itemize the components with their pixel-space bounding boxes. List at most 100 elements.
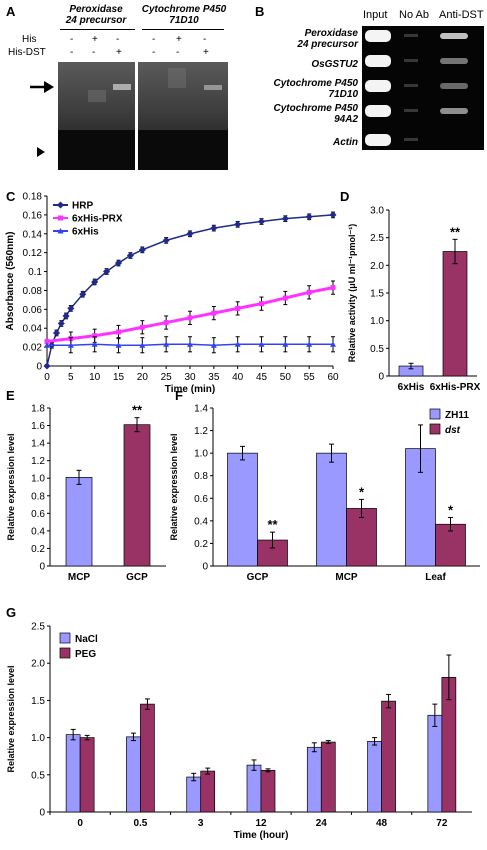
x-tick-label: 25: [161, 372, 173, 383]
no-ab-band: [404, 84, 418, 87]
gene2-label-line2: 71D10: [169, 15, 199, 26]
x-tick-label: 0.5: [133, 818, 147, 829]
free-probe-band-right: [138, 130, 228, 170]
y-tick-label: 0.02: [23, 343, 43, 354]
no-ab-band: [404, 109, 418, 112]
y-tick-label: 1.2: [31, 456, 45, 467]
his-symbol: -: [203, 34, 207, 45]
y-tick-label: 0.12: [23, 248, 43, 259]
significance-label: *: [359, 484, 365, 499]
y-tick-label: 1.6: [31, 421, 45, 432]
x-tick-label: GCP: [126, 572, 148, 583]
data-point: [257, 217, 266, 226]
gene2-label-line1: Cytochrome P450: [141, 4, 227, 15]
data-point: [234, 341, 241, 347]
legend-label: 6xHis-PRX: [72, 214, 123, 225]
y-tick-label: 0.14: [23, 229, 43, 240]
x-tick-label: 55: [304, 372, 316, 383]
his-symbol: -: [152, 34, 156, 45]
panel-g-letter: G: [6, 605, 17, 620]
data-point: [163, 320, 169, 326]
x-tick-label: GCP: [247, 572, 269, 583]
x-tick-label: 50: [280, 372, 292, 383]
y-tick-label: 2.5: [370, 233, 384, 244]
x-tick-label: 60: [327, 372, 339, 383]
smear-1: [88, 90, 106, 102]
data-point: [234, 220, 242, 228]
series-hrp: [43, 211, 337, 370]
y-tick-label: 0.2: [194, 539, 208, 550]
chip-row-label: Cytochrome P450 71D10: [250, 78, 358, 100]
data-point: [126, 251, 134, 260]
significance-label: **: [267, 517, 278, 532]
x-tick-label: 3: [198, 818, 204, 829]
bar: [186, 776, 202, 813]
legend-label: HRP: [72, 201, 93, 212]
data-point: [43, 362, 51, 370]
panel-e-letter: E: [6, 388, 15, 403]
y-tick-label: 0.18: [23, 192, 43, 203]
gene1-underline: [60, 29, 135, 30]
his-symbol: -: [70, 34, 74, 45]
y-tick-label: 0.16: [23, 210, 43, 221]
x-axis-label: Time (min): [165, 384, 215, 395]
bar: [346, 508, 377, 567]
legend-marker: [58, 215, 63, 221]
x-tick-label: 6xHis: [398, 382, 425, 393]
y-axis-label: Absorbance (560nm): [5, 232, 16, 331]
panel-c-chart: 0 0.02 0.04 0.06 0.08 0.1 0.12 0.14 0.16 0.18 0 5 10…: [5, 192, 339, 396]
gene2-label: Cytochrome P450 71D10: [138, 4, 230, 26]
chip-row-label-line2: 24 precursor: [297, 39, 358, 50]
data-point: [115, 342, 122, 348]
x-tick-label: 40: [232, 372, 244, 383]
header-anti-dst: Anti-DST: [439, 9, 484, 21]
chip-row-label-line2: 71D10: [328, 89, 358, 100]
y-tick-label: 1.2: [194, 426, 208, 437]
y-tick-label: 0: [39, 808, 45, 819]
y-tick-label: 1.5: [31, 696, 45, 707]
bar: [427, 714, 443, 813]
input-band: [365, 80, 391, 92]
panel-b-letter: B: [255, 4, 265, 19]
data-point: [210, 224, 218, 232]
significance-label: **: [132, 403, 143, 418]
legend-label: PEG: [75, 649, 96, 660]
x-tick-label: 15: [113, 372, 125, 383]
panel-a-letter: A: [6, 4, 16, 19]
y-axis-label: Relative expression level: [6, 665, 16, 772]
data-point: [187, 315, 193, 321]
y-tick-label: 0.4: [31, 526, 45, 537]
x-tick-label: 10: [89, 372, 101, 383]
panel-f-chart: 0 0.2 0.4 0.6 0.8 1.0 1.2 1.4 GCP ** MCP * Leaf * Rela…: [169, 404, 480, 583]
x-tick-label: 6xHis-PRX: [430, 382, 481, 393]
y-tick-label: 0.5: [31, 770, 45, 781]
data-point: [139, 324, 145, 330]
y-tick-label: 0.6: [194, 494, 208, 505]
anti-dst-band: [440, 108, 468, 114]
y-tick-label: 0.08: [23, 286, 43, 297]
data-point: [44, 342, 50, 348]
his-symbol: -: [116, 34, 120, 45]
x-tick-label: 20: [137, 372, 149, 383]
data-point: [162, 236, 170, 244]
legend-swatch: [429, 408, 441, 420]
x-tick-label: 72: [436, 818, 448, 829]
data-point: [116, 329, 121, 335]
input-band: [365, 55, 391, 67]
bar: [260, 769, 276, 813]
anti-dst-band: [440, 33, 468, 39]
chip-row-label-line2: 94A2: [334, 114, 358, 125]
x-tick-label: MCP: [335, 572, 358, 583]
x-tick-label: 0: [44, 372, 50, 383]
data-point: [91, 278, 99, 286]
y-axis-label: Relative expression level: [169, 433, 179, 540]
his-symbol: +: [92, 34, 98, 45]
free-probe-band-left: [58, 130, 135, 170]
y-tick-label: 1.0: [194, 449, 208, 460]
data-point: [186, 230, 194, 238]
bar: [306, 746, 322, 813]
chip-row-label-line1: Cytochrome P450: [273, 78, 358, 89]
bar: [246, 764, 262, 813]
y-tick-label: 2.0: [370, 261, 384, 272]
